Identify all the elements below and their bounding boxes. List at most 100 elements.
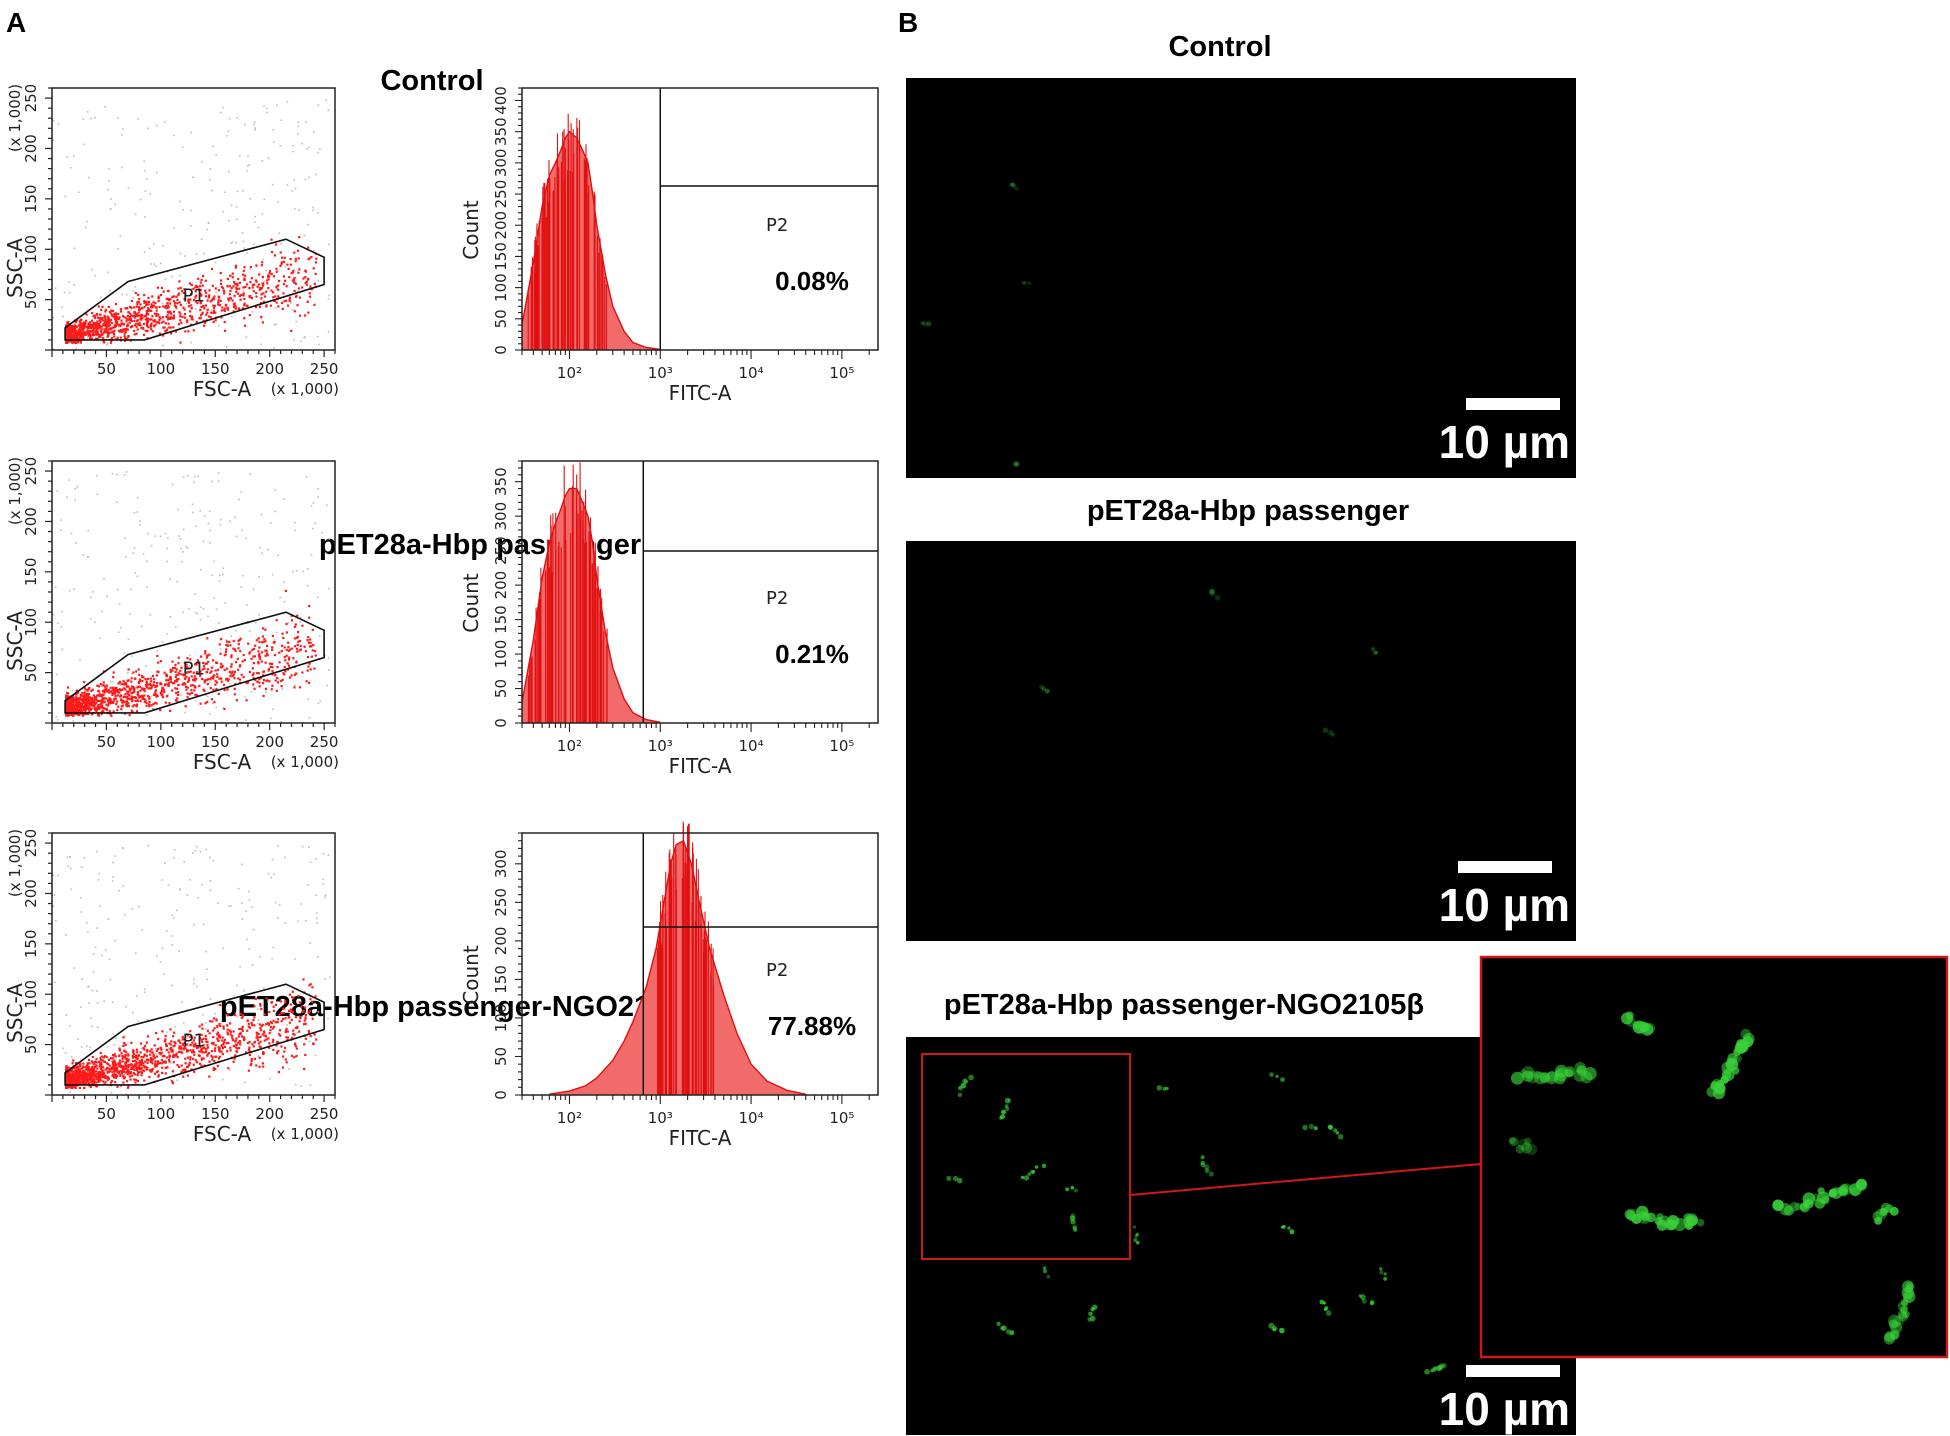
scatter-event (91, 697, 94, 700)
scatter-event (254, 644, 257, 647)
scatter-event (74, 499, 76, 502)
scatter-event (163, 326, 166, 329)
scatter-event (168, 326, 171, 329)
scatter-event (210, 698, 213, 701)
scatter-event (252, 588, 255, 591)
scatter-event (102, 1066, 105, 1069)
scatter-event (280, 262, 283, 265)
scatter-event (245, 1051, 248, 1054)
scatter-event (181, 290, 184, 293)
scatter-event (112, 326, 115, 329)
scatter-event (187, 1049, 190, 1052)
scatter-event (243, 990, 245, 992)
scatter-event (294, 187, 297, 190)
scatter-event (213, 597, 216, 599)
scatter-event (164, 1061, 167, 1064)
scatter-event (169, 298, 172, 301)
scatter-event (90, 1017, 92, 1019)
scatter-event (87, 1058, 91, 1062)
histogram-spikes (527, 462, 608, 723)
scatter-event (136, 1051, 139, 1054)
scatter-event (296, 636, 299, 639)
scatter-event (193, 663, 197, 666)
scatter-event (136, 575, 139, 578)
scatter-event (308, 1040, 311, 1042)
scatter-event (68, 281, 70, 283)
scatter-event (258, 657, 261, 660)
scatter-event (213, 560, 215, 563)
scatter-event (253, 687, 256, 690)
scatter-event (54, 586, 57, 588)
scatter-event (101, 685, 103, 688)
scatter-event (212, 1042, 215, 1046)
scatter-event (157, 300, 160, 303)
scatter-event (77, 709, 80, 712)
scatter-event (261, 627, 265, 630)
scatter-event (210, 676, 213, 679)
scatter-event (107, 342, 109, 345)
scatter-event (149, 325, 152, 328)
scatter-event (95, 1061, 98, 1064)
scatter-event (327, 1017, 329, 1020)
scatter-event (170, 1046, 173, 1050)
scatter-event (240, 1016, 243, 1019)
scatter-event (113, 698, 116, 701)
scatter-event (290, 1018, 293, 1021)
scatter-event (304, 1037, 307, 1040)
scatter-event (70, 167, 72, 169)
scatter-event (182, 476, 185, 478)
scatter-event (90, 707, 93, 710)
scatter-event (143, 991, 146, 994)
scatter-event (288, 296, 292, 299)
scatter-event (196, 985, 198, 988)
scatter-event (261, 261, 264, 264)
scatter-event (98, 693, 101, 696)
scatter-event (166, 633, 168, 635)
scatter-event (229, 520, 232, 523)
scatter-event (272, 1019, 275, 1022)
scatter-event (129, 1078, 132, 1081)
scatter-event (137, 685, 140, 688)
scatter-event (100, 1055, 103, 1058)
scatter-event (248, 164, 251, 166)
scatter-event (96, 475, 98, 477)
scatter-event (285, 1027, 288, 1030)
scatter-event (124, 693, 127, 696)
scatter-event (260, 660, 263, 663)
scatter-event (166, 310, 169, 313)
scatter-event (146, 1066, 149, 1070)
scatter-event (72, 1066, 75, 1069)
scatter-event (295, 320, 298, 323)
scatter-event (225, 640, 229, 643)
scatter-event (176, 1064, 179, 1067)
scatter-event (176, 700, 179, 703)
scatter-event (164, 322, 167, 325)
scatter-event (295, 661, 298, 664)
scatter-event (126, 691, 129, 694)
scatter-event (65, 332, 68, 335)
scatter-event (123, 335, 126, 338)
scatter-event (120, 330, 124, 333)
scatter-event (147, 127, 149, 130)
scatter-event (239, 664, 242, 667)
scatter-event (298, 268, 301, 271)
scatter-event (238, 1028, 241, 1031)
scatter-event (147, 677, 150, 680)
scatter-event (75, 347, 78, 350)
scatter-event (154, 701, 157, 704)
scatter-event (98, 1071, 101, 1074)
scatter-event (255, 621, 257, 624)
scatter-event (64, 195, 67, 198)
scatter-event (172, 856, 175, 859)
scatter-event (155, 1055, 159, 1058)
scatter-event (306, 300, 309, 303)
scatter-event (208, 681, 211, 684)
scatter-event (66, 496, 68, 498)
scatter-event (268, 270, 272, 273)
scatter-event (171, 295, 174, 299)
scatter-event (310, 645, 313, 648)
scatter-event (201, 668, 204, 671)
scatter-event (211, 702, 214, 705)
scatter-event (166, 547, 168, 550)
